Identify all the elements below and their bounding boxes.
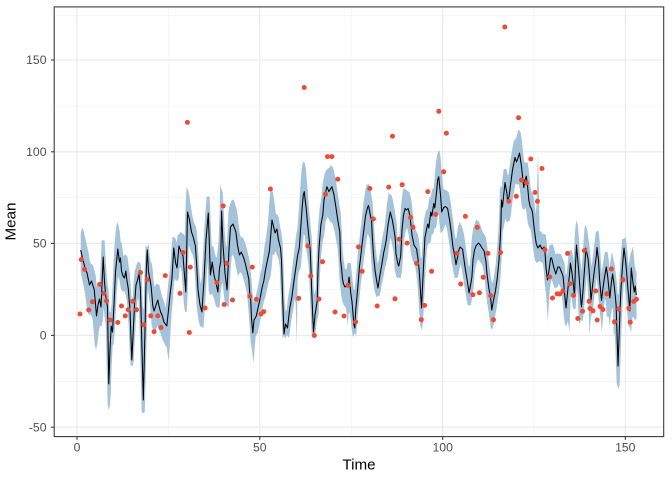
svg-text:50: 50	[33, 237, 47, 251]
svg-text:0: 0	[74, 441, 81, 455]
svg-text:100: 100	[433, 441, 454, 455]
svg-text:150: 150	[26, 53, 47, 67]
svg-text:50: 50	[253, 441, 267, 455]
svg-text:100: 100	[26, 145, 47, 159]
svg-text:-50: -50	[29, 420, 47, 434]
svg-text:0: 0	[40, 329, 47, 343]
svg-text:150: 150	[615, 441, 636, 455]
svg-text:Time: Time	[342, 457, 375, 474]
svg-text:Mean: Mean	[3, 203, 20, 241]
